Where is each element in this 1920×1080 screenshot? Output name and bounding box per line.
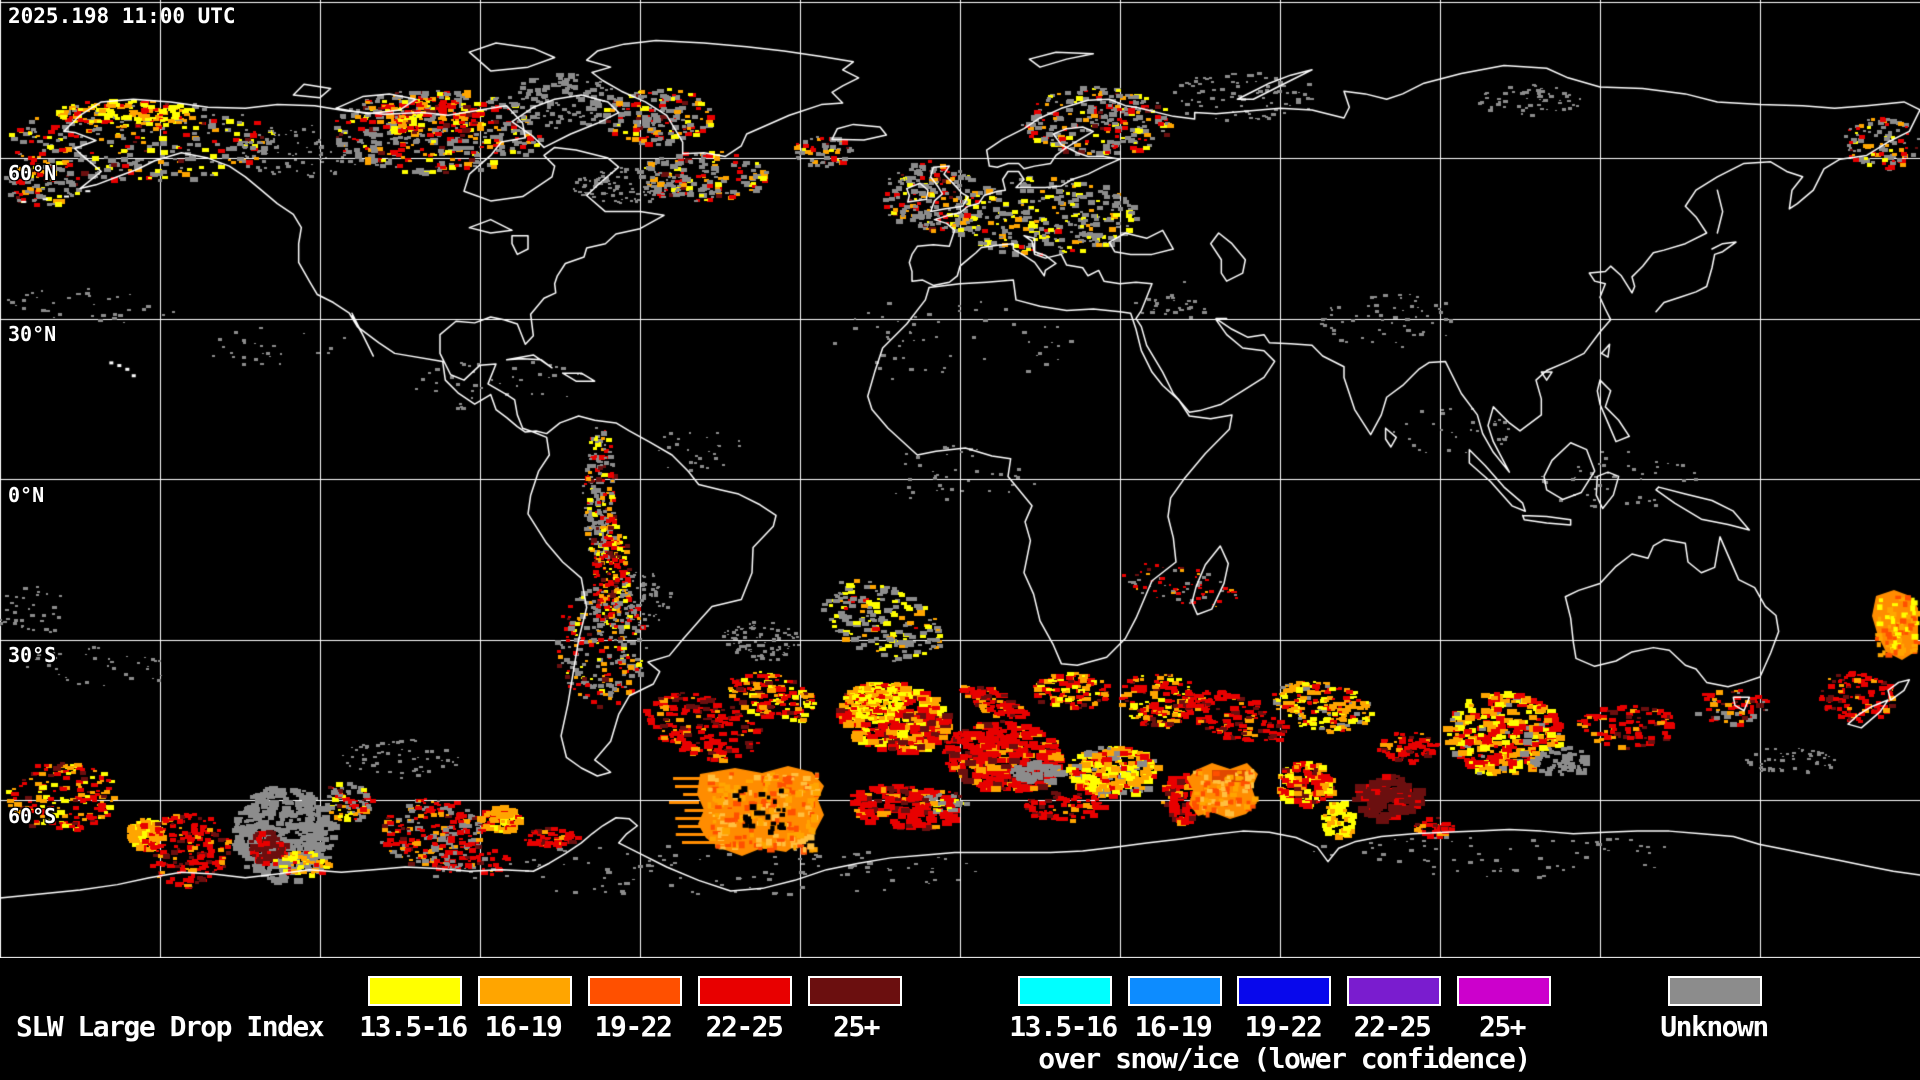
- legend-label-snowice-22-25: 22-25: [1353, 1010, 1432, 1043]
- legend-label-snowice-25plus: 25+: [1478, 1010, 1527, 1043]
- legend-swatch-19-22: [588, 976, 682, 1006]
- lat-label-60n: 60°N: [8, 161, 57, 185]
- legend-swatch-25plus: [808, 976, 902, 1006]
- timestamp: 2025.198 11:00 UTC: [8, 4, 236, 28]
- legend: SLW Large Drop Index 13.5-16 16-19 19-22…: [0, 958, 1920, 1080]
- lat-label-30n: 30°N: [8, 322, 57, 346]
- legend-label-snowice-19-22: 19-22: [1244, 1010, 1323, 1043]
- legend-swatch-snowice-19-22: [1237, 976, 1331, 1006]
- lat-label-0n: 0°N: [8, 483, 45, 507]
- legend-swatch-22-25: [698, 976, 792, 1006]
- legend-swatch-unknown: [1668, 976, 1762, 1006]
- legend-label-25plus: 25+: [832, 1010, 881, 1043]
- lat-label-60s: 60°S: [8, 804, 57, 828]
- legend-label-unknown: Unknown: [1660, 1010, 1769, 1043]
- legend-label-13.5-16: 13.5-16: [359, 1010, 468, 1043]
- legend-swatch-snowice-25plus: [1457, 976, 1551, 1006]
- legend-caption-snow-ice: over snow/ice (lower confidence): [1038, 1042, 1531, 1075]
- legend-label-16-19: 16-19: [484, 1010, 563, 1043]
- legend-label-snowice-13.5-16: 13.5-16: [1009, 1010, 1118, 1043]
- legend-label-22-25: 22-25: [705, 1010, 784, 1043]
- legend-swatch-13.5-16: [368, 976, 462, 1006]
- legend-swatch-snowice-16-19: [1128, 976, 1222, 1006]
- world-map-canvas: [0, 0, 1920, 958]
- legend-label-snowice-16-19: 16-19: [1134, 1010, 1213, 1043]
- legend-title: SLW Large Drop Index: [16, 1010, 325, 1043]
- lat-label-30s: 30°S: [8, 643, 57, 667]
- legend-swatch-16-19: [478, 976, 572, 1006]
- legend-swatch-snowice-22-25: [1347, 976, 1441, 1006]
- legend-swatch-snowice-13.5-16: [1018, 976, 1112, 1006]
- legend-label-19-22: 19-22: [594, 1010, 673, 1043]
